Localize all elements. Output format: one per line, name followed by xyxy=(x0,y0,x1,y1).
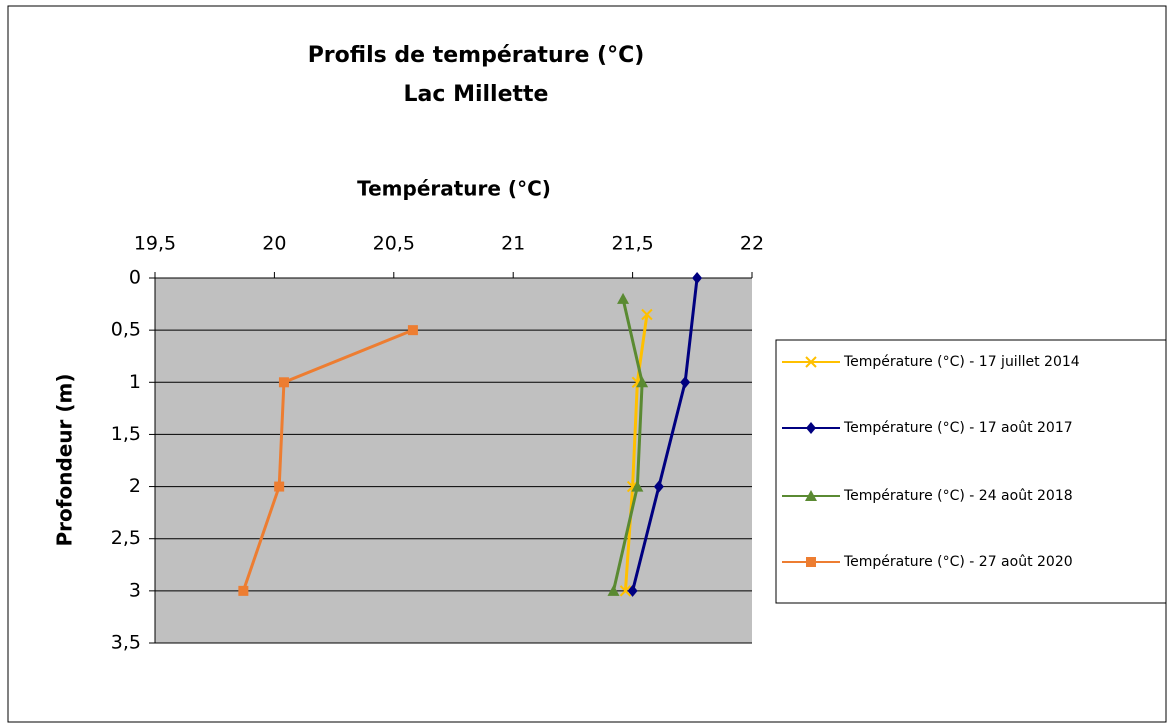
legend-marker xyxy=(806,557,816,567)
marker xyxy=(631,480,644,492)
y-axis-title: Profondeur (m) xyxy=(53,373,77,546)
plot-area xyxy=(155,278,752,643)
marker xyxy=(653,480,664,493)
marker xyxy=(627,584,638,597)
y-tick-label: 2 xyxy=(129,475,141,497)
marker xyxy=(692,272,703,284)
x-tick-label: 22 xyxy=(740,233,764,255)
x-tick-label: 20,5 xyxy=(373,233,415,255)
marker xyxy=(641,308,653,321)
y-tick-label: 1,5 xyxy=(111,423,141,445)
legend-label: Température (°C) - 27 août 2020 xyxy=(844,554,1073,570)
y-tick-label: 0,5 xyxy=(111,319,141,341)
x-tick-label: 21,5 xyxy=(611,233,653,255)
legend-marker xyxy=(806,422,816,434)
legend-label: Température (°C) - 24 août 2018 xyxy=(844,488,1073,504)
legend-label: Température (°C) - 17 août 2017 xyxy=(844,420,1073,436)
legend-marker xyxy=(805,490,817,501)
series-line xyxy=(631,277,699,592)
x-axis-title: Température (°C) xyxy=(357,177,551,201)
x-tick-label: 20 xyxy=(262,233,286,255)
series-line xyxy=(623,314,649,591)
x-tick-label: 19,5 xyxy=(134,233,176,255)
x-tick-label: 21 xyxy=(501,233,525,255)
marker xyxy=(619,585,632,597)
marker xyxy=(607,584,620,596)
series-line xyxy=(241,328,414,592)
marker xyxy=(238,585,249,596)
chart-subtitle: Lac Millette xyxy=(404,82,549,107)
legend-box xyxy=(775,339,1167,604)
chart-title: Profils de température (°C) xyxy=(308,43,645,68)
y-tick-label: 3,5 xyxy=(111,632,141,654)
legend-marker xyxy=(805,356,817,368)
marker xyxy=(274,481,285,492)
y-tick-label: 0 xyxy=(129,267,141,289)
series-line xyxy=(612,298,644,592)
y-tick-label: 2,5 xyxy=(111,527,141,549)
marker xyxy=(617,292,630,304)
marker xyxy=(407,325,418,336)
y-tick-label: 1 xyxy=(129,371,141,393)
marker xyxy=(636,376,649,388)
legend-label: Température (°C) - 17 juillet 2014 xyxy=(844,354,1080,370)
marker xyxy=(680,376,691,389)
marker xyxy=(278,377,289,388)
y-tick-label: 3 xyxy=(129,579,141,601)
